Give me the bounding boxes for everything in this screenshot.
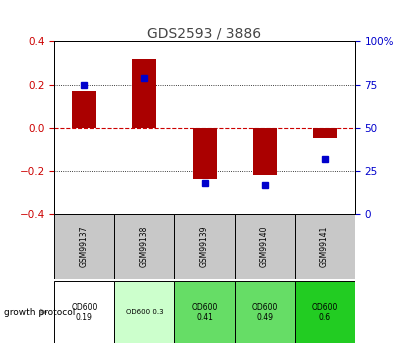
Bar: [235, 281, 295, 343]
Bar: [174, 214, 235, 279]
Bar: [295, 281, 355, 343]
Text: OD600
0.41: OD600 0.41: [191, 303, 218, 322]
Text: GSM99141: GSM99141: [320, 226, 329, 267]
Bar: [54, 281, 114, 343]
Text: GSM99138: GSM99138: [140, 226, 149, 267]
Text: OD600
0.19: OD600 0.19: [71, 303, 98, 322]
Bar: [54, 214, 114, 279]
Bar: [114, 214, 174, 279]
Text: OD600
0.6: OD600 0.6: [312, 303, 338, 322]
Text: OD600 0.3: OD600 0.3: [126, 309, 163, 315]
Bar: [114, 281, 174, 343]
Bar: [313, 128, 337, 138]
Title: GDS2593 / 3886: GDS2593 / 3886: [147, 26, 262, 40]
Text: GSM99140: GSM99140: [260, 226, 269, 267]
Bar: [253, 128, 276, 175]
Bar: [174, 281, 235, 343]
Text: GSM99137: GSM99137: [80, 226, 89, 267]
Bar: [133, 59, 156, 128]
Bar: [73, 91, 96, 128]
Bar: [295, 214, 355, 279]
Text: OD600
0.49: OD600 0.49: [251, 303, 278, 322]
Text: growth protocol: growth protocol: [4, 308, 75, 317]
Text: GSM99139: GSM99139: [200, 226, 209, 267]
Bar: [235, 214, 295, 279]
Bar: [193, 128, 216, 179]
